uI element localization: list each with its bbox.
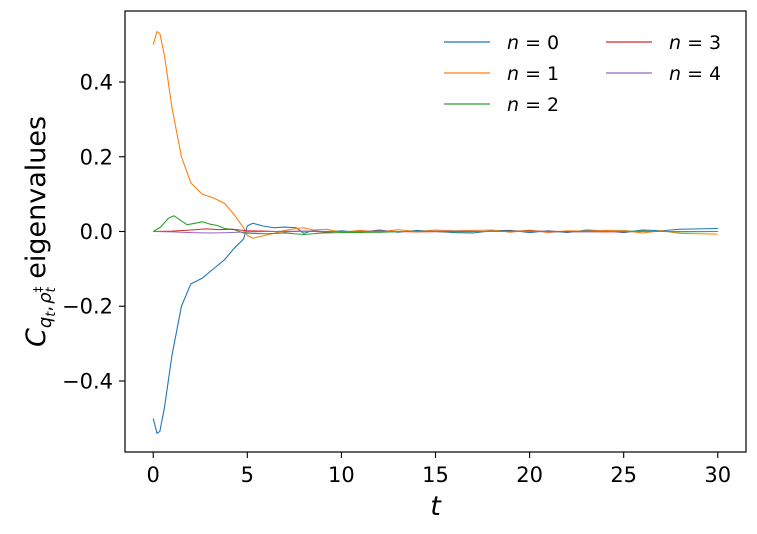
x-tick-label: 25 xyxy=(610,463,637,487)
x-tick-label: 30 xyxy=(704,463,731,487)
y-axis-ticks: −0.4 −0.2 0.0 0.2 0.4 xyxy=(62,71,125,393)
legend-item-n1: n = 1 xyxy=(444,63,559,85)
legend-label: n = 4 xyxy=(669,63,721,85)
x-axis-ticks: 0 5 10 15 20 25 30 xyxy=(147,452,731,487)
legend: n = 0 n = 1 n = 2 n = 3 n = 4 xyxy=(444,32,721,116)
legend-item-n4: n = 4 xyxy=(606,63,721,85)
y-tick-label: −0.4 xyxy=(62,369,113,393)
y-axis-label-text: Cqt,ρ‡t eigenvalues xyxy=(21,116,59,347)
legend-item-n2: n = 2 xyxy=(444,94,559,116)
y-tick-label: 0.0 xyxy=(80,220,113,244)
series-line-n1 xyxy=(152,31,718,239)
y-tick-label: 0.2 xyxy=(80,145,113,169)
series-layer xyxy=(152,31,718,434)
x-tick-label: 5 xyxy=(241,463,254,487)
y-tick-label: 0.4 xyxy=(80,71,113,95)
x-axis-label: t xyxy=(430,491,442,522)
legend-label: n = 2 xyxy=(507,94,559,116)
series-line-n0 xyxy=(152,222,718,434)
y-tick-label: −0.2 xyxy=(62,295,113,319)
legend-item-n3: n = 3 xyxy=(606,32,721,54)
y-axis-label: Cqt,ρ‡t eigenvalues xyxy=(21,116,59,347)
x-tick-label: 20 xyxy=(516,463,543,487)
x-tick-label: 0 xyxy=(147,463,160,487)
legend-label: n = 0 xyxy=(507,32,559,54)
legend-item-n0: n = 0 xyxy=(444,32,559,54)
x-tick-label: 15 xyxy=(422,463,449,487)
legend-label: n = 1 xyxy=(507,63,559,85)
series-line-n4 xyxy=(153,230,718,234)
legend-label: n = 3 xyxy=(669,32,721,54)
x-tick-label: 10 xyxy=(328,463,355,487)
